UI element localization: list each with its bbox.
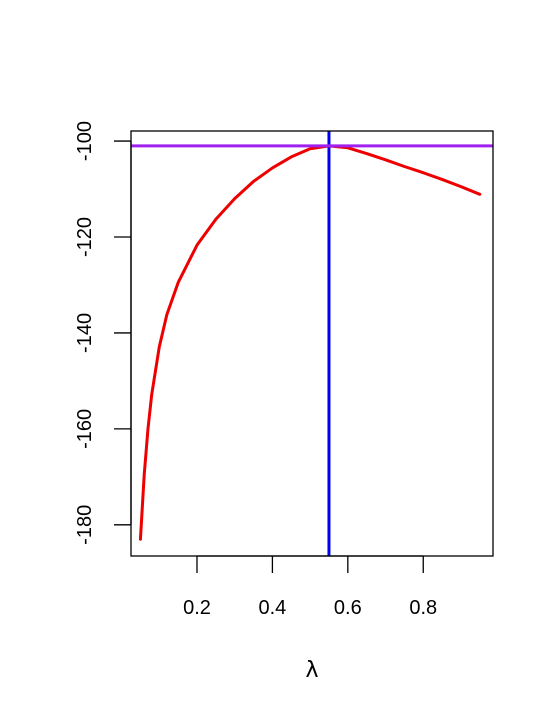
x-tick-label: 0.4 [259, 597, 287, 619]
plot-content [131, 131, 493, 556]
x-tick-label: 0.8 [409, 597, 437, 619]
series-line-1 [138, 144, 482, 541]
x-axis-title: λ [305, 658, 318, 683]
y-tick-label: -160 [74, 409, 96, 449]
x-tick-label: 0.2 [183, 597, 211, 619]
plot-frame [130, 130, 494, 557]
x-axis: 0.2 0.4 0.6 0.8 [183, 555, 437, 619]
y-tick-label: -140 [74, 313, 96, 353]
y-tick-label: -100 [74, 121, 96, 161]
y-tick-label: -120 [74, 217, 96, 257]
x-tick-label: 0.6 [334, 597, 362, 619]
y-tick-label: -180 [74, 505, 96, 545]
y-axis: -100 -120 -140 -160 -180 [74, 121, 132, 545]
